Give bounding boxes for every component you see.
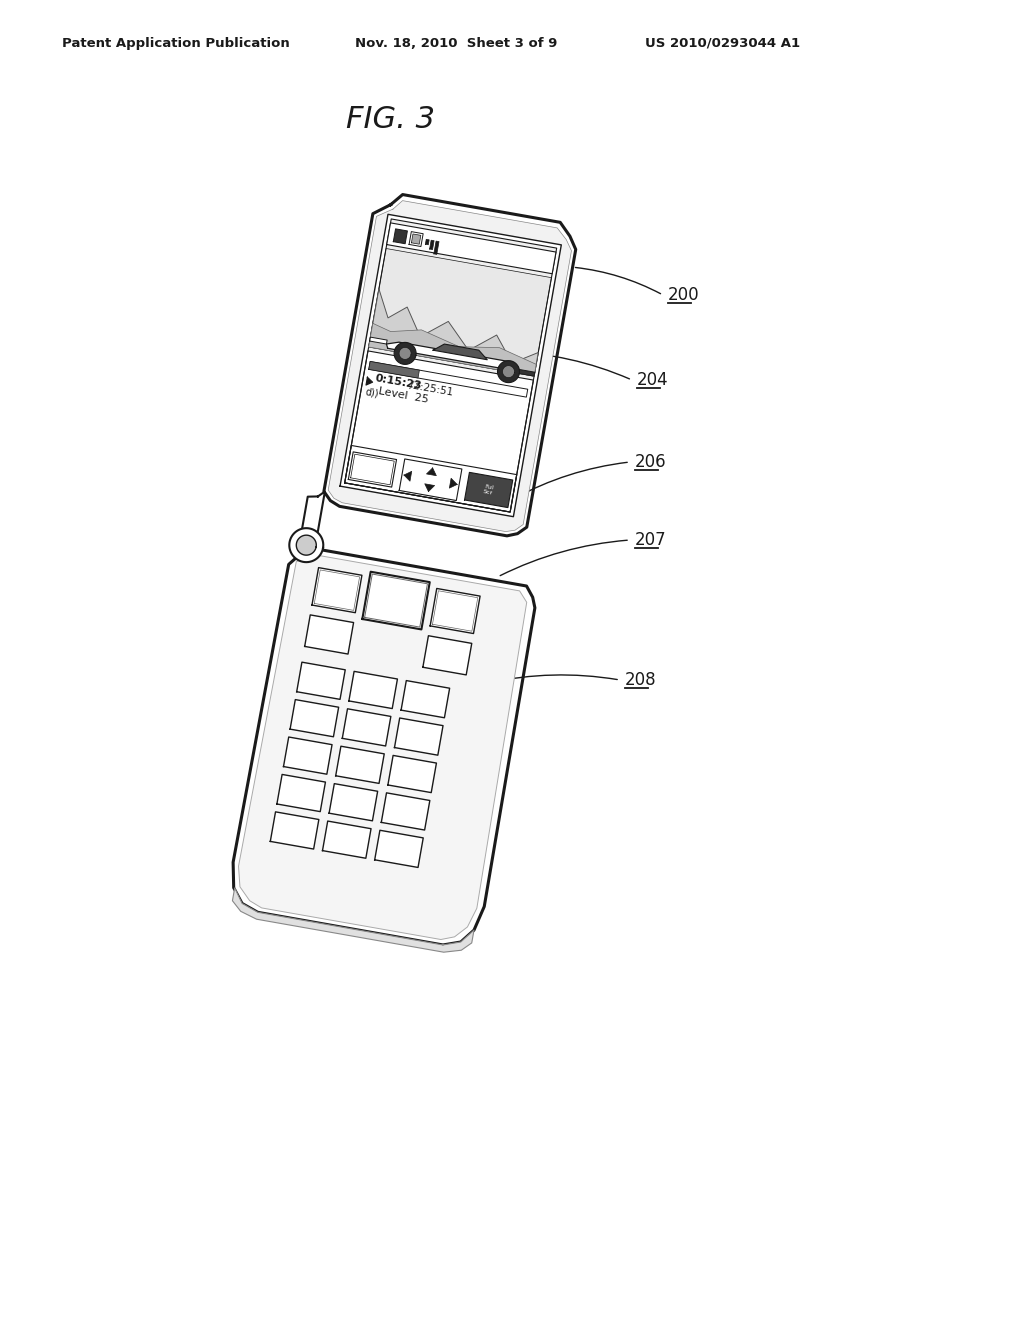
Polygon shape [239,554,526,940]
Text: d)): d)) [365,387,380,399]
Polygon shape [233,548,535,945]
Polygon shape [387,223,556,273]
Text: Ful
Scr: Ful Scr [482,484,495,496]
Text: Nov. 18, 2010  Sheet 3 of 9: Nov. 18, 2010 Sheet 3 of 9 [355,37,557,50]
Text: 208: 208 [625,671,656,689]
Polygon shape [349,672,397,709]
Text: FIG. 3: FIG. 3 [345,106,434,135]
Polygon shape [430,589,480,634]
Polygon shape [401,681,450,718]
Text: Patent Application Publication: Patent Application Publication [62,37,290,50]
Polygon shape [312,568,361,612]
Polygon shape [369,362,527,397]
Polygon shape [503,366,514,378]
Polygon shape [342,709,391,746]
Polygon shape [336,746,384,783]
Polygon shape [365,574,427,627]
Polygon shape [276,775,326,812]
Polygon shape [345,219,557,512]
Polygon shape [345,351,534,512]
Polygon shape [340,214,561,516]
Polygon shape [270,812,318,849]
Polygon shape [399,347,411,359]
Polygon shape [425,484,434,491]
Polygon shape [432,591,478,631]
Polygon shape [370,337,387,345]
Polygon shape [284,737,332,775]
Polygon shape [299,491,325,552]
Polygon shape [394,342,416,364]
Polygon shape [345,445,517,512]
Polygon shape [366,378,373,385]
Text: US 2010/0293044 A1: US 2010/0293044 A1 [645,37,800,50]
Polygon shape [329,784,378,821]
Polygon shape [328,201,571,532]
Polygon shape [369,323,537,376]
Polygon shape [508,367,535,376]
Polygon shape [423,636,472,675]
Polygon shape [375,830,423,867]
Polygon shape [324,194,575,536]
Text: /2:25:51: /2:25:51 [409,380,454,397]
Polygon shape [323,821,371,858]
Polygon shape [425,239,429,244]
Polygon shape [386,342,518,371]
Polygon shape [369,289,539,376]
Polygon shape [426,467,436,475]
Polygon shape [350,454,394,484]
Text: 207: 207 [635,531,667,549]
Polygon shape [290,700,339,737]
Polygon shape [297,663,345,700]
Polygon shape [450,478,457,488]
Polygon shape [305,615,353,653]
Polygon shape [498,360,519,383]
Polygon shape [369,248,552,376]
Polygon shape [409,231,423,247]
Polygon shape [314,570,359,610]
Polygon shape [296,535,316,556]
Polygon shape [399,459,462,500]
Text: 206: 206 [635,453,667,471]
Polygon shape [433,345,487,360]
Text: 0:15:23: 0:15:23 [375,374,423,392]
Polygon shape [403,471,412,482]
Polygon shape [430,240,434,249]
Polygon shape [465,473,513,508]
Polygon shape [381,793,430,830]
Polygon shape [394,718,443,755]
Polygon shape [393,228,408,244]
Polygon shape [290,528,324,562]
Polygon shape [362,572,430,630]
Text: 204: 204 [637,371,669,389]
Polygon shape [434,242,439,255]
Polygon shape [388,755,436,792]
Polygon shape [369,362,420,378]
Text: Level  25: Level 25 [378,385,429,404]
Polygon shape [412,234,421,244]
Polygon shape [348,451,396,487]
Polygon shape [232,888,474,952]
Text: 200: 200 [668,286,699,304]
